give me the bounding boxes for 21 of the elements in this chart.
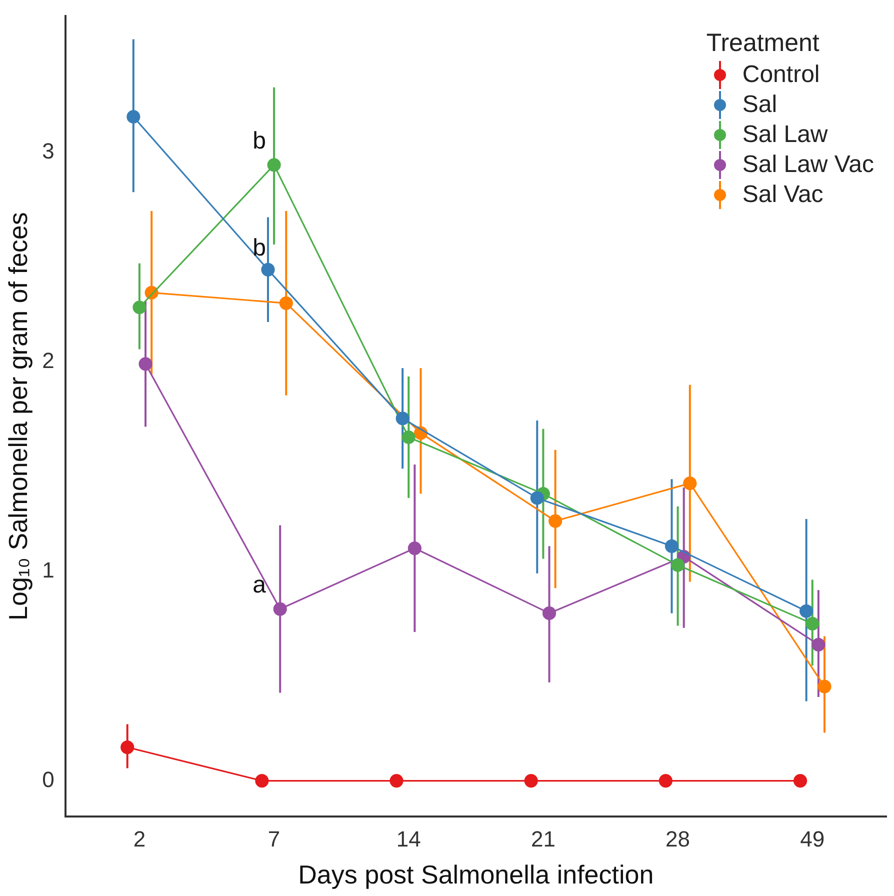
y-axis-title: Log₁₀ Salmonella per gram of feces bbox=[2, 212, 33, 620]
x-axis-title: Days post Salmonella infection bbox=[298, 860, 654, 890]
annotation: a bbox=[252, 572, 267, 599]
legend-label: Sal Law bbox=[742, 120, 828, 150]
y-tick-label: 3 bbox=[42, 138, 54, 164]
legend-label: Sal Vac bbox=[742, 180, 824, 210]
legend-label: Sal Law Vac bbox=[742, 150, 874, 180]
annotation: b bbox=[252, 234, 266, 262]
legend-label: Control bbox=[742, 60, 820, 90]
legend-label: Sal bbox=[742, 90, 778, 120]
x-tick-label: 28 bbox=[666, 826, 690, 852]
y-tick-label: 1 bbox=[42, 557, 54, 582]
x-tick-label: 7 bbox=[268, 826, 280, 852]
x-tick-label: 2 bbox=[133, 826, 146, 852]
y-tick-label: 0 bbox=[42, 766, 54, 792]
legend-title: Treatment bbox=[706, 28, 820, 58]
annotation: b bbox=[252, 128, 266, 155]
x-tick-label: 49 bbox=[800, 826, 825, 852]
y-tick-label: 2 bbox=[42, 348, 54, 373]
x-tick-label: 21 bbox=[530, 826, 556, 852]
x-tick-label: 14 bbox=[396, 826, 421, 852]
